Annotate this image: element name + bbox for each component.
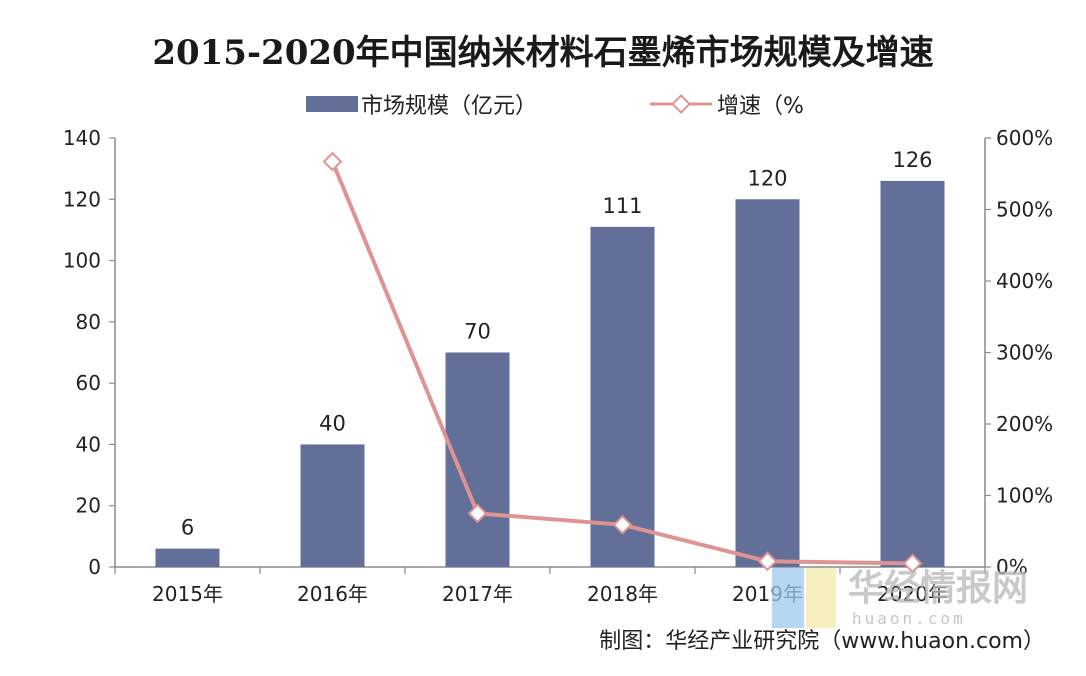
- right-y-tick-label: 200%: [996, 412, 1053, 436]
- bar: [590, 226, 655, 567]
- line-point: [322, 151, 343, 172]
- right-y-tick-label: 600%: [996, 126, 1053, 150]
- bar-data-labels: 6 40 70 111 120 126: [181, 148, 933, 540]
- watermark-sub: huaon.com: [852, 609, 966, 628]
- bar: [155, 548, 220, 567]
- x-tick-label: 2018年: [587, 582, 658, 606]
- left-y-tick-label: 40: [76, 432, 101, 456]
- line-point: [902, 553, 923, 574]
- bar: [300, 444, 365, 567]
- bar-data-label: 70: [464, 320, 491, 344]
- x-tick-label: 2020年: [877, 582, 948, 606]
- source-note: 制图：华经产业研究院（www.huaon.com）: [599, 629, 1045, 654]
- left-y-tick-label: 120: [63, 187, 101, 211]
- left-y-axis-ticks: 0 20 40 60 80 100 120 140: [63, 126, 101, 579]
- left-y-tick-label: 140: [63, 126, 101, 150]
- x-tick-label: 2015年: [152, 582, 223, 606]
- bar-data-label: 126: [892, 148, 932, 172]
- line-series: [322, 151, 923, 574]
- line-point: [467, 503, 488, 524]
- right-y-tick-label: 400%: [996, 269, 1053, 293]
- right-y-axis-ticks: 0% 100% 200% 300% 400% 500% 600%: [996, 126, 1053, 579]
- watermark-logo-yellow: [806, 568, 836, 628]
- left-y-tick-label: 20: [76, 494, 101, 518]
- bar: [735, 199, 800, 568]
- watermark-text: 华经情报网: [848, 568, 1028, 609]
- legend-line-label: 增速（%: [717, 94, 804, 119]
- bar-data-label: 120: [747, 166, 787, 190]
- left-y-tick-label: 100: [63, 249, 101, 273]
- right-y-tick-label: 100%: [996, 484, 1053, 508]
- watermark-logo-blue: [772, 568, 804, 628]
- watermark: 华经情报网 huaon.com: [772, 568, 1028, 628]
- chart-title: 2015-2020年中国纳米材料石墨烯市场规模及增速: [152, 33, 933, 73]
- right-y-tick-label: 0%: [996, 555, 1028, 579]
- legend-bar-swatch: [306, 96, 358, 112]
- legend-bar-label: 市场规模（亿元）: [361, 94, 537, 119]
- line-point: [612, 514, 633, 535]
- bar-data-label: 111: [602, 194, 642, 218]
- x-tick-label: 2016年: [297, 582, 368, 606]
- axes: [109, 137, 991, 574]
- bar-data-label: 40: [319, 411, 346, 435]
- line-point: [757, 551, 778, 572]
- left-y-tick-label: 0: [88, 555, 101, 579]
- left-y-tick-label: 60: [76, 371, 101, 395]
- legend-line-marker: [671, 94, 691, 114]
- bar-data-label: 6: [181, 516, 194, 540]
- right-y-tick-label: 500%: [996, 198, 1053, 222]
- x-tick-label: 2017年: [442, 582, 513, 606]
- right-y-tick-label: 300%: [996, 341, 1053, 365]
- bar: [880, 180, 945, 567]
- legend: 市场规模（亿元） 增速（%: [306, 94, 804, 119]
- left-y-tick-label: 80: [76, 310, 101, 334]
